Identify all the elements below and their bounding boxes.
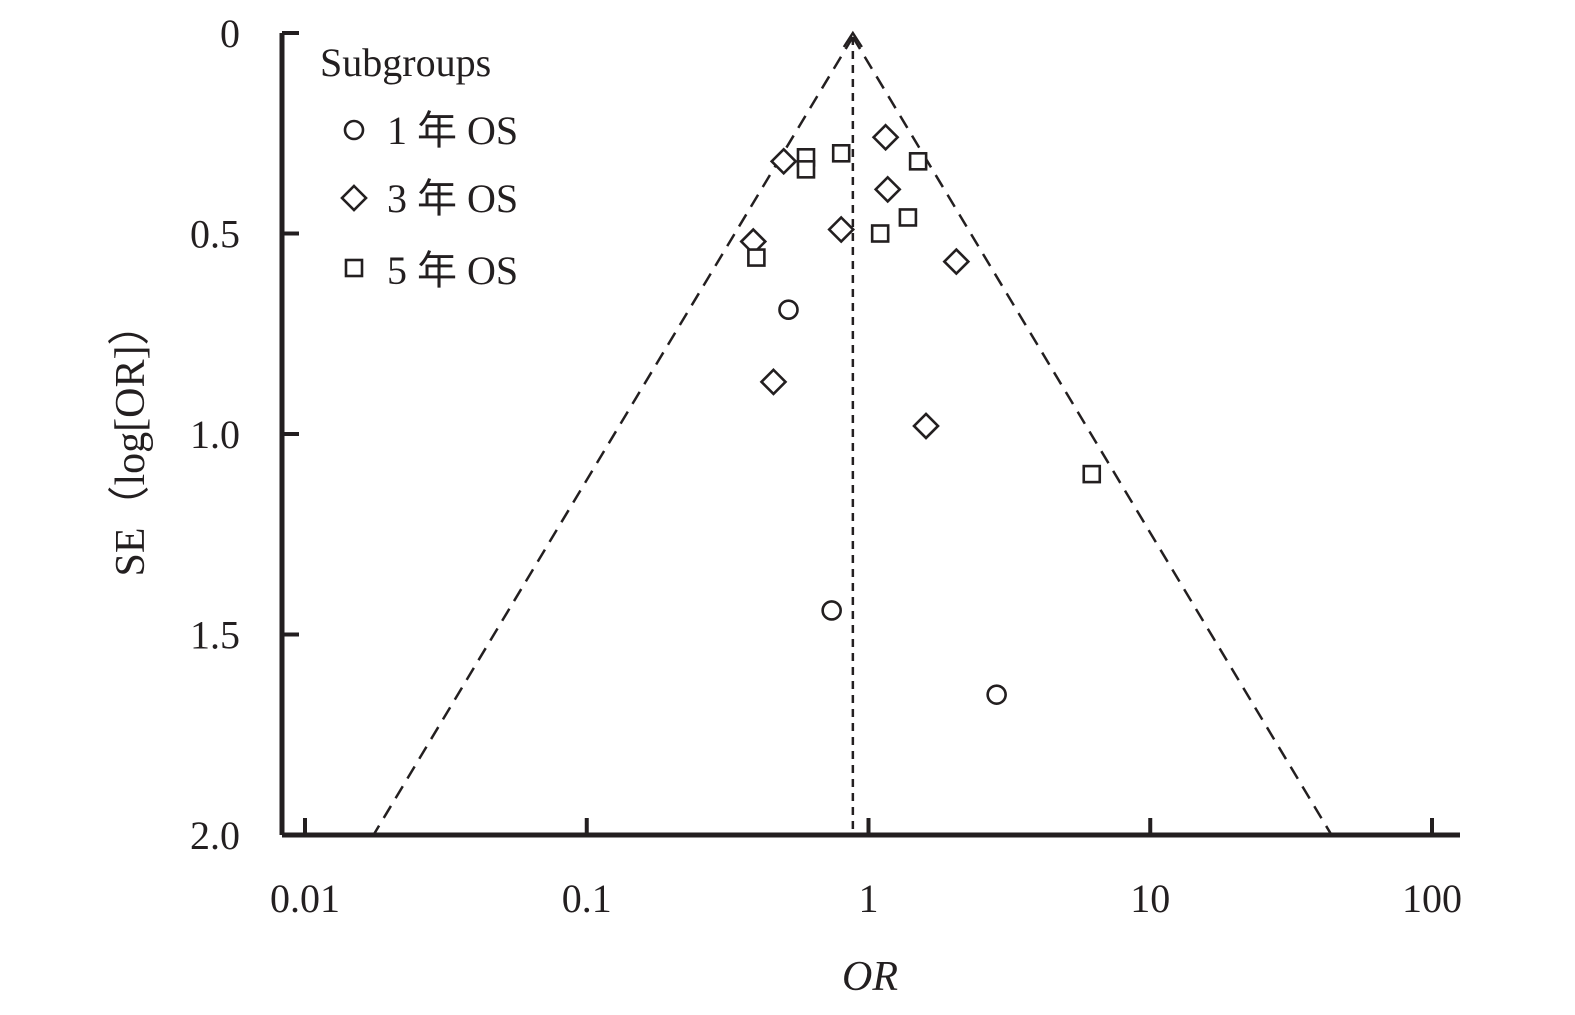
legend-marker-diamond bbox=[340, 184, 368, 212]
legend-square-icon bbox=[344, 258, 364, 278]
data-point-square bbox=[796, 160, 816, 179]
data-point-diamond bbox=[873, 175, 902, 204]
apex-arrow-icon bbox=[842, 30, 863, 48]
data-points bbox=[739, 123, 1102, 705]
legend-label-1yr: 1 年 OS bbox=[387, 108, 518, 153]
data-point-square bbox=[898, 208, 918, 227]
data-point-diamond bbox=[942, 247, 971, 276]
x-tick-label: 10 bbox=[1130, 876, 1170, 921]
data-point-square bbox=[831, 144, 851, 163]
data-point-diamond bbox=[759, 368, 788, 396]
x-tick-label: 0.1 bbox=[562, 876, 612, 921]
y-tick-label: 1.5 bbox=[190, 613, 240, 658]
y-tick-label: 0.5 bbox=[190, 212, 240, 257]
x-tick-label: 0.01 bbox=[270, 876, 340, 921]
legend-marker-circle bbox=[343, 119, 365, 141]
legend: Subgroups 1 年 OS 3 年 OS 5 年 OS bbox=[320, 40, 518, 293]
y-tick-label: 2.0 bbox=[190, 813, 240, 858]
funnel-right-edge bbox=[851, 36, 1333, 836]
legend-diamond-icon bbox=[340, 184, 368, 212]
x-axis-title: OR bbox=[842, 954, 898, 1000]
data-point-square bbox=[870, 224, 890, 243]
data-point-square bbox=[747, 248, 766, 267]
legend-item-3yr: 3 年 OS bbox=[340, 176, 518, 221]
data-point-circle bbox=[778, 299, 799, 320]
data-point-circle bbox=[821, 600, 842, 621]
legend-marker-square bbox=[344, 258, 364, 278]
funnel-lines bbox=[372, 30, 1333, 836]
legend-title: Subgroups bbox=[320, 40, 491, 85]
x-tick-label: 100 bbox=[1402, 876, 1462, 921]
y-tick-label: 0 bbox=[220, 11, 240, 56]
legend-circle-icon bbox=[343, 119, 365, 141]
data-point-circle bbox=[986, 684, 1007, 705]
y-tick-label: 1.0 bbox=[190, 412, 240, 457]
legend-item-1yr: 1 年 OS bbox=[343, 108, 518, 153]
data-point-square bbox=[1082, 464, 1102, 484]
data-point-diamond bbox=[871, 123, 900, 152]
data-point-diamond bbox=[769, 147, 798, 176]
legend-label-3yr: 3 年 OS bbox=[387, 176, 518, 221]
data-point-diamond bbox=[912, 412, 940, 440]
data-point-square bbox=[908, 152, 928, 171]
data-point-diamond bbox=[827, 215, 856, 244]
legend-label-5yr: 5 年 OS bbox=[387, 248, 518, 293]
funnel-left-edge bbox=[372, 36, 854, 836]
axes: 0 0.5 1.0 1.5 2.0 0.01 0.1 1 10 100 bbox=[190, 11, 1462, 921]
y-axis-title: SE（log[OR]） bbox=[108, 303, 154, 576]
legend-item-5yr: 5 年 OS bbox=[344, 248, 518, 293]
x-tick-label: 1 bbox=[859, 876, 879, 921]
